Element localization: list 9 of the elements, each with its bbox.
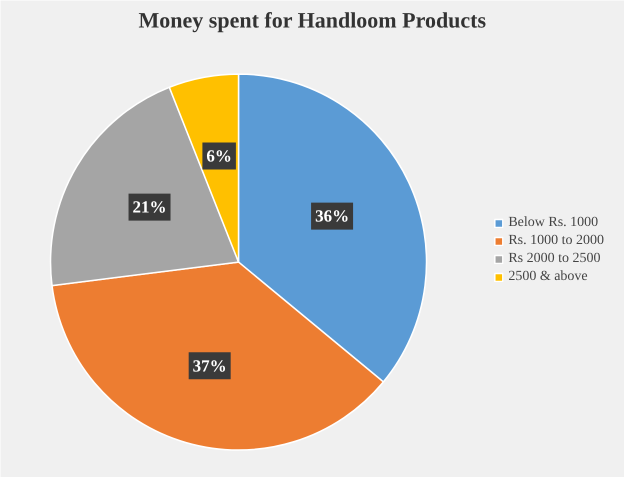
data-label: 6% [206,146,232,166]
data-label: 36% [315,206,350,226]
legend-label: Rs 2000 to 2500 [508,250,600,266]
data-label: 37% [192,356,227,376]
legend-label: 2500 & above [508,268,588,284]
legend-label: Rs. 1000 to 2000 [508,232,604,248]
legend-label: Below Rs. 1000 [508,214,598,230]
chart-title: Money spent for Handloom Products [138,8,487,32]
data-label: 21% [132,198,167,217]
